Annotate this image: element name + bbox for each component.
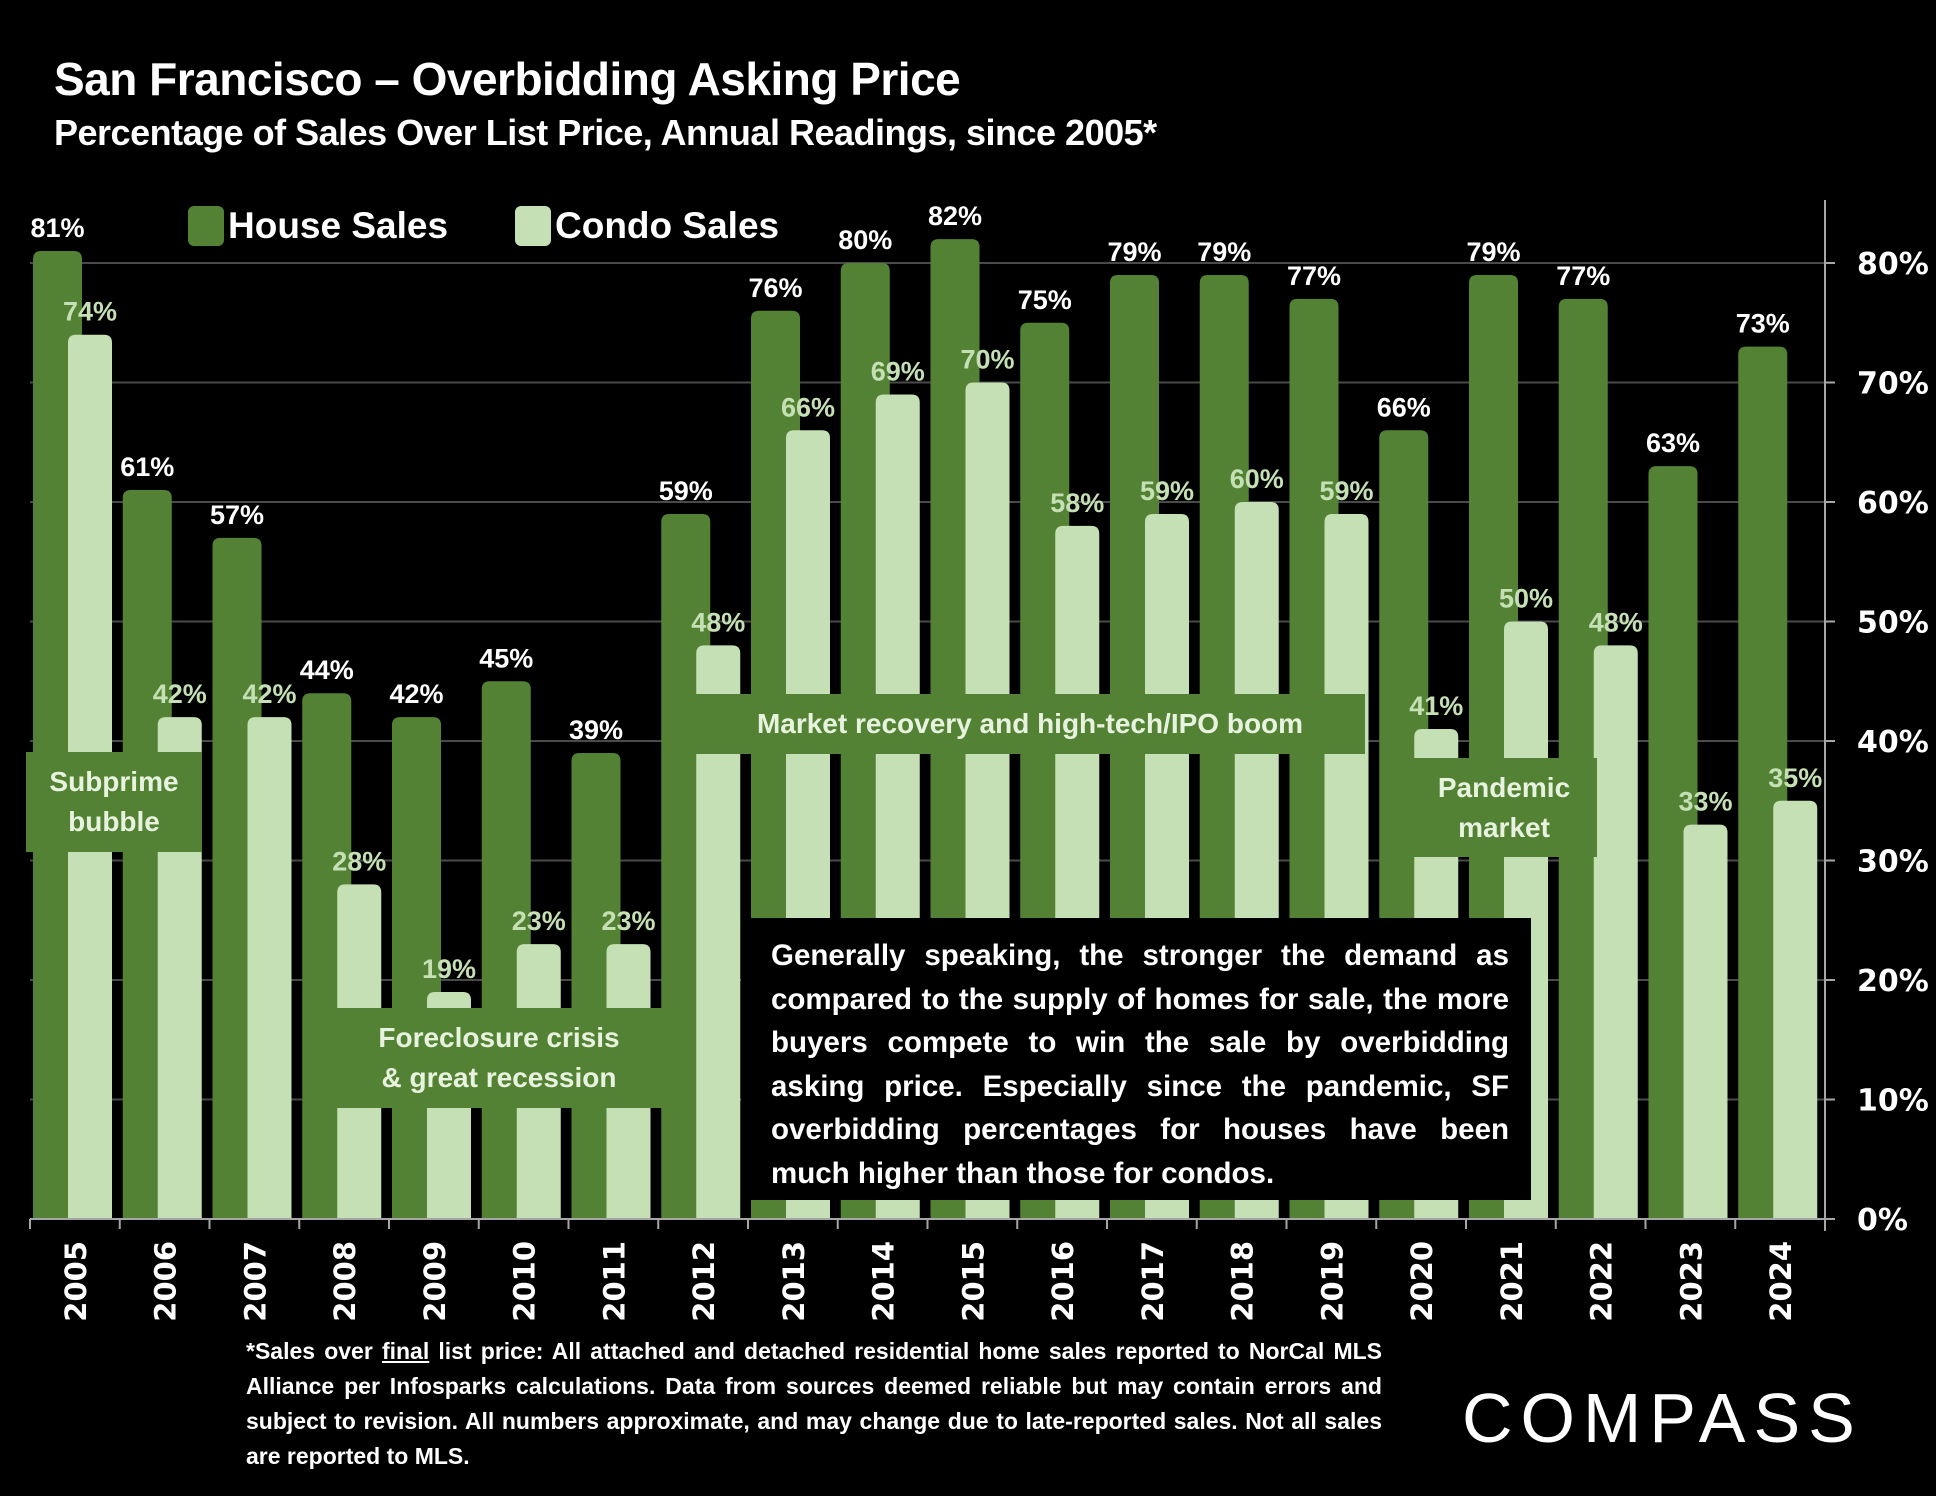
data-label-condo: 60% bbox=[1230, 464, 1284, 494]
y-tick-label: 60% bbox=[1857, 486, 1929, 521]
bar-condo bbox=[1593, 645, 1638, 1219]
x-tick-label: 2013 bbox=[777, 1241, 811, 1320]
x-tick-label: 2009 bbox=[418, 1241, 452, 1320]
y-tick-label: 10% bbox=[1857, 1084, 1929, 1119]
data-label-condo: 23% bbox=[601, 906, 655, 936]
data-label-condo: 48% bbox=[1589, 607, 1643, 637]
data-label-condo: 42% bbox=[153, 679, 207, 709]
annotation-subprime-bubble: Subprime bubble bbox=[26, 752, 202, 852]
x-tick-label: 2015 bbox=[956, 1241, 990, 1320]
y-tick-label: 50% bbox=[1857, 606, 1929, 641]
legend-label-house: House Sales bbox=[228, 205, 449, 246]
axes: 0% 10% 20% 30% 40% 50% 60% 70% 80% 2005 2006 2007 20… bbox=[29, 200, 1929, 1320]
bar-condo bbox=[1683, 824, 1728, 1219]
footnote-underlined: final bbox=[381, 1338, 430, 1364]
x-tick-label: 2008 bbox=[328, 1241, 362, 1320]
data-label-house: 45% bbox=[479, 643, 533, 673]
x-tick-label: 2005 bbox=[59, 1241, 93, 1320]
data-label-condo: 66% bbox=[781, 392, 835, 422]
x-tick-label: 2007 bbox=[238, 1241, 272, 1320]
annotation-foreclosure-crisis: Foreclosure crisis & great recession bbox=[336, 1008, 662, 1108]
data-label-condo: 70% bbox=[960, 345, 1014, 375]
x-tick-label: 2023 bbox=[1674, 1241, 1708, 1320]
data-label-condo: 59% bbox=[1319, 476, 1373, 506]
footnote: *Sales over final list price: All attach… bbox=[246, 1334, 1382, 1474]
data-label-house: 81% bbox=[30, 213, 84, 243]
data-label-condo: 35% bbox=[1768, 763, 1822, 793]
bar-condo bbox=[247, 717, 292, 1219]
data-label-house: 61% bbox=[120, 452, 174, 482]
y-tick-label: 20% bbox=[1857, 964, 1929, 999]
data-label-house: 79% bbox=[1466, 237, 1520, 267]
x-tick-label: 2006 bbox=[149, 1241, 183, 1320]
legend-item-condo: Condo Sales bbox=[515, 205, 779, 247]
legend-swatch-house bbox=[188, 206, 224, 246]
x-tick-label: 2010 bbox=[508, 1241, 542, 1320]
data-label-condo: 59% bbox=[1140, 476, 1194, 506]
y-tick-label: 0% bbox=[1857, 1203, 1908, 1238]
data-label-house: 59% bbox=[659, 476, 713, 506]
data-label-condo: 69% bbox=[871, 356, 925, 386]
bar-condo bbox=[1773, 800, 1818, 1219]
y-tick-label: 40% bbox=[1857, 725, 1929, 760]
x-tick-label: 2014 bbox=[867, 1241, 901, 1320]
y-tick-label: 70% bbox=[1857, 367, 1929, 402]
data-label-house: 76% bbox=[748, 273, 802, 303]
data-label-house: 77% bbox=[1287, 261, 1341, 291]
data-label-condo: 50% bbox=[1499, 584, 1553, 614]
x-tick-label: 2024 bbox=[1764, 1241, 1798, 1320]
data-label-condo: 58% bbox=[1050, 488, 1104, 518]
data-label-house: 79% bbox=[1197, 237, 1251, 267]
data-label-condo: 48% bbox=[691, 607, 745, 637]
bar-condo bbox=[696, 645, 741, 1219]
footnote-rest: list price: All attached and detached re… bbox=[246, 1338, 1382, 1469]
data-label-house: 73% bbox=[1736, 309, 1790, 339]
footnote-prefix: *Sales over bbox=[246, 1338, 382, 1364]
data-label-condo: 41% bbox=[1409, 691, 1463, 721]
data-label-condo: 19% bbox=[422, 954, 476, 984]
x-tick-label: 2017 bbox=[1136, 1241, 1170, 1320]
y-tick-label: 80% bbox=[1857, 247, 1929, 282]
data-label-house: 66% bbox=[1377, 392, 1431, 422]
data-label-house: 80% bbox=[838, 225, 892, 255]
data-labels: 81%74%61%42%57%42%44%28%42%19%45%23%39%2… bbox=[30, 201, 1822, 984]
x-tick-label: 2011 bbox=[597, 1241, 631, 1320]
data-label-house: 82% bbox=[928, 201, 982, 231]
data-label-house: 42% bbox=[389, 679, 443, 709]
data-label-house: 57% bbox=[210, 500, 264, 530]
explanatory-note: Generally speaking, the stronger the dem… bbox=[741, 918, 1531, 1200]
data-label-condo: 28% bbox=[332, 846, 386, 876]
data-label-house: 75% bbox=[1018, 285, 1072, 315]
x-tick-label: 2018 bbox=[1226, 1241, 1260, 1320]
data-label-condo: 74% bbox=[63, 297, 117, 327]
chart-subtitle: Percentage of Sales Over List Price, Ann… bbox=[54, 112, 1157, 153]
legend-label-condo: Condo Sales bbox=[555, 205, 780, 246]
x-tick-label: 2012 bbox=[687, 1241, 721, 1320]
x-tick-label: 2021 bbox=[1495, 1241, 1529, 1320]
compass-logo: COMPASS bbox=[1462, 1379, 1863, 1457]
x-tick-label: 2020 bbox=[1405, 1241, 1439, 1320]
y-tick-label: 30% bbox=[1857, 845, 1929, 880]
legend-item-house: House Sales bbox=[188, 205, 448, 247]
data-label-house: 77% bbox=[1556, 261, 1610, 291]
x-tick-label: 2019 bbox=[1315, 1241, 1349, 1320]
data-label-condo: 33% bbox=[1678, 787, 1732, 817]
data-label-condo: 42% bbox=[242, 679, 296, 709]
data-label-condo: 23% bbox=[512, 906, 566, 936]
chart-title: San Francisco – Overbidding Asking Price bbox=[54, 53, 961, 105]
legend-swatch-condo bbox=[515, 206, 551, 246]
data-label-house: 44% bbox=[300, 655, 354, 685]
annotation-pandemic-market: Pandemic market bbox=[1411, 758, 1597, 857]
data-label-house: 63% bbox=[1646, 428, 1700, 458]
data-label-house: 79% bbox=[1107, 237, 1161, 267]
x-tick-label: 2022 bbox=[1585, 1241, 1619, 1320]
data-label-house: 39% bbox=[569, 715, 623, 745]
x-tick-label: 2016 bbox=[1046, 1241, 1080, 1320]
annotation-market-recovery: Market recovery and high-tech/IPO boom bbox=[695, 694, 1365, 754]
